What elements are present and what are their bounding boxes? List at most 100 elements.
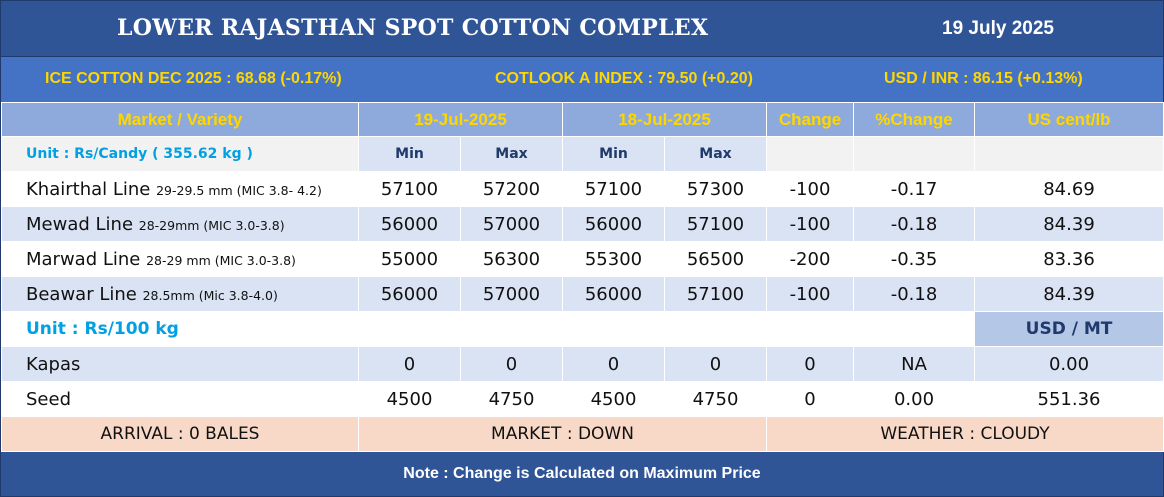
column-header-row: Market / Variety 19-Jul-2025 18-Jul-2025… <box>1 102 1164 137</box>
us-cent-value: 83.36 <box>974 241 1164 277</box>
max-today: 57200 <box>460 171 563 207</box>
variety-cell: Mewad Line 28-29mm (MIC 3.0-3.8) <box>1 206 359 242</box>
date2-header: 18-Jul-2025 <box>562 102 767 137</box>
table-row: Mewad Line 28-29mm (MIC 3.0-3.8) 56000 5… <box>1 206 1164 242</box>
max-prev: 57100 <box>664 206 767 242</box>
min-today: 55000 <box>358 241 461 277</box>
max-prev: 57100 <box>664 276 767 312</box>
variety-name: Marwad Line <box>26 248 141 270</box>
empty-cell <box>664 311 767 347</box>
variety-cell: Marwad Line 28-29 mm (MIC 3.0-3.8) <box>1 241 359 277</box>
max-today: 57000 <box>460 206 563 242</box>
us-cent-value: 84.39 <box>974 276 1164 312</box>
change-header: Change <box>766 102 854 137</box>
change-value: 0 <box>766 346 854 382</box>
empty-cell <box>853 311 975 347</box>
table-row: Khairthal Line 29-29.5 mm (MIC 3.8- 4.2)… <box>1 171 1164 207</box>
max-header: Max <box>460 136 563 172</box>
table-row: Marwad Line 28-29 mm (MIC 3.0-3.8) 55000… <box>1 241 1164 277</box>
min-prev: 55300 <box>562 241 665 277</box>
pct-change-value: -0.17 <box>853 171 975 207</box>
pct-change-value: 0.00 <box>853 381 975 417</box>
max-today: 4750 <box>460 381 563 417</box>
title-bar: LOWER RAJASTHAN SPOT COTTON COMPLEX 19 J… <box>1 1 1163 56</box>
min-prev: 4500 <box>562 381 665 417</box>
usd-inr-quote: USD / INR : 86.15 (+0.13%) <box>884 70 1083 87</box>
change-value: -100 <box>766 276 854 312</box>
unit-candy-label: Unit : Rs/Candy ( 355.62 kg ) <box>1 136 359 172</box>
ice-cotton-quote: ICE COTTON DEC 2025 : 68.68 (-0.17%) <box>45 70 342 87</box>
variety-spec: 28.5mm (Mic 3.8-4.0) <box>142 287 278 303</box>
empty-cell <box>974 136 1164 172</box>
table-row: Seed 4500 4750 4500 4750 0 0.00 551.36 <box>1 381 1164 417</box>
date1-header: 19-Jul-2025 <box>358 102 563 137</box>
min-today: 0 <box>358 346 461 382</box>
market-status: MARKET : DOWN <box>358 416 767 452</box>
change-value: -100 <box>766 171 854 207</box>
max-header: Max <box>664 136 767 172</box>
cotlook-index-quote: COTLOOK A INDEX : 79.50 (+0.20) <box>495 70 753 87</box>
variety-name: Beawar Line <box>26 283 137 305</box>
change-value: 0 <box>766 381 854 417</box>
min-prev: 56000 <box>562 276 665 312</box>
min-today: 4500 <box>358 381 461 417</box>
max-prev: 0 <box>664 346 767 382</box>
empty-cell <box>562 311 665 347</box>
footer-note: Note : Change is Calculated on Maximum P… <box>1 452 1163 496</box>
variety-spec: 28-29mm (MIC 3.0-3.8) <box>138 217 285 233</box>
variety-spec: 28-29 mm (MIC 3.0-3.8) <box>146 252 296 268</box>
pct-change-value: -0.35 <box>853 241 975 277</box>
pct-change-value: NA <box>853 346 975 382</box>
empty-cell <box>358 311 461 347</box>
table-row: Beawar Line 28.5mm (Mic 3.8-4.0) 56000 5… <box>1 276 1164 312</box>
usd-mt-value: 0.00 <box>974 346 1164 382</box>
usd-mt-value: 551.36 <box>974 381 1164 417</box>
variety-cell: Khairthal Line 29-29.5 mm (MIC 3.8- 4.2) <box>1 171 359 207</box>
change-value: -200 <box>766 241 854 277</box>
table-row: Kapas 0 0 0 0 0 NA 0.00 <box>1 346 1164 382</box>
pct-change-value: -0.18 <box>853 276 975 312</box>
weather-status: WEATHER : CLOUDY <box>766 416 1164 452</box>
market-variety-header: Market / Variety <box>1 102 359 137</box>
min-header: Min <box>562 136 665 172</box>
unit-kg-label: Unit : Rs/100 kg <box>1 311 359 347</box>
min-today: 56000 <box>358 206 461 242</box>
empty-cell <box>766 136 854 172</box>
pct-change-header: %Change <box>853 102 975 137</box>
unit-row: Unit : Rs/100 kg USD / MT <box>1 311 1164 347</box>
empty-cell <box>853 136 975 172</box>
market-ticker: ICE COTTON DEC 2025 : 68.68 (-0.17%) COT… <box>1 56 1163 103</box>
min-prev: 0 <box>562 346 665 382</box>
variety-name: Mewad Line <box>26 213 134 235</box>
variety-name: Khairthal Line <box>26 178 151 200</box>
report-date: 19 July 2025 <box>942 18 1054 39</box>
change-value: -100 <box>766 206 854 242</box>
max-today: 56300 <box>460 241 563 277</box>
variety-spec: 29-29.5 mm (MIC 3.8- 4.2) <box>156 182 322 198</box>
variety-name: Kapas <box>1 346 359 382</box>
empty-cell <box>460 311 563 347</box>
min-today: 56000 <box>358 276 461 312</box>
variety-name: Seed <box>1 381 359 417</box>
report-title: LOWER RAJASTHAN SPOT COTTON COMPLEX <box>117 15 709 41</box>
min-today: 57100 <box>358 171 461 207</box>
us-cent-value: 84.69 <box>974 171 1164 207</box>
status-row: ARRIVAL : 0 BALES MARKET : DOWN WEATHER … <box>1 416 1164 452</box>
empty-cell <box>766 311 854 347</box>
min-prev: 57100 <box>562 171 665 207</box>
price-table: Market / Variety 19-Jul-2025 18-Jul-2025… <box>1 102 1164 452</box>
arrival-status: ARRIVAL : 0 BALES <box>1 416 359 452</box>
sub-header-row: Unit : Rs/Candy ( 355.62 kg ) Min Max Mi… <box>1 136 1164 172</box>
us-cent-header: US cent/lb <box>974 102 1164 137</box>
max-prev: 56500 <box>664 241 767 277</box>
max-today: 0 <box>460 346 563 382</box>
max-today: 57000 <box>460 276 563 312</box>
min-header: Min <box>358 136 461 172</box>
min-prev: 56000 <box>562 206 665 242</box>
usd-mt-header: USD / MT <box>974 311 1164 347</box>
variety-cell: Beawar Line 28.5mm (Mic 3.8-4.0) <box>1 276 359 312</box>
max-prev: 57300 <box>664 171 767 207</box>
max-prev: 4750 <box>664 381 767 417</box>
us-cent-value: 84.39 <box>974 206 1164 242</box>
